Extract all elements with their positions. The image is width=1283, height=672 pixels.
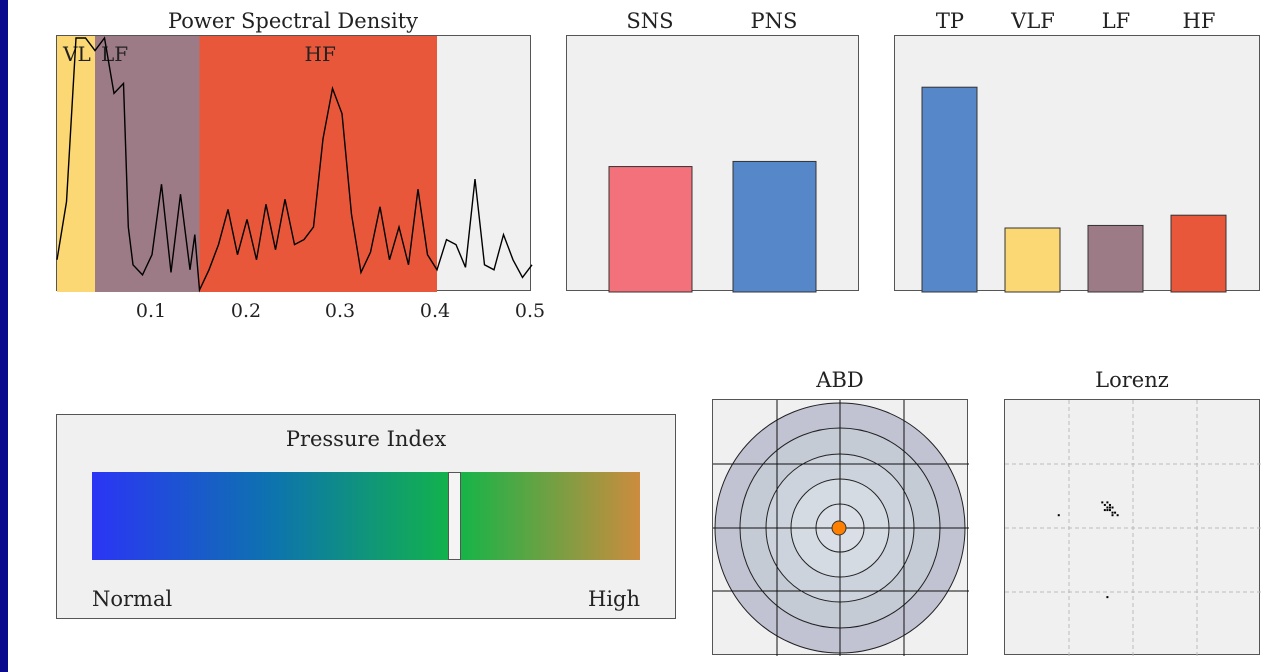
psd-series-line — [56, 36, 533, 293]
band-bars — [921, 86, 1227, 293]
pressure-low-label: Normal — [92, 587, 173, 611]
vlf-label: VLF — [1011, 9, 1055, 33]
lorenz-point — [1106, 506, 1109, 509]
lorenz-point — [1057, 514, 1060, 517]
band-bar-tp — [921, 86, 978, 293]
ans-bar-sns — [608, 166, 693, 293]
pressure-high-label: High — [588, 587, 640, 611]
lorenz-point — [1103, 509, 1106, 512]
ans-bars — [608, 160, 817, 293]
psd-plot: VL LF HF — [56, 36, 533, 293]
abd-title: ABD — [816, 368, 864, 392]
hf-label: HF — [1182, 9, 1216, 33]
lorenz-point — [1103, 503, 1106, 506]
band-power-bar-chart — [894, 35, 1260, 293]
lorenz-title: Lorenz — [1095, 368, 1169, 392]
lorenz-plot — [1005, 400, 1261, 656]
psd-title: Power Spectral Density — [167, 9, 419, 33]
psd-band-hf — [199, 36, 437, 292]
psd-tick-0.3: 0.3 — [324, 300, 356, 322]
psd-tick-0.5: 0.5 — [514, 300, 546, 322]
lorenz-point — [1111, 511, 1114, 514]
lorenz-point — [1111, 506, 1114, 509]
lorenz-point — [1108, 503, 1111, 506]
psd-band-vl — [57, 36, 95, 292]
ans-bar-pns — [732, 160, 817, 293]
lorenz-point — [1108, 509, 1111, 512]
lorenz-point — [1108, 506, 1111, 509]
psd-band-label-hf: HF — [305, 42, 336, 66]
psd-tick-0.2: 0.2 — [230, 300, 262, 322]
pressure-gradient-bar — [92, 472, 640, 560]
abd-marker-dot — [831, 520, 847, 536]
lorenz-point — [1111, 514, 1114, 517]
ans-bar-chart — [566, 35, 859, 293]
lf-label: LF — [1101, 9, 1131, 33]
lorenz-point — [1114, 511, 1117, 514]
pressure-level-marker — [447, 472, 461, 560]
lorenz-point — [1101, 501, 1104, 504]
sns-label: SNS — [626, 9, 674, 33]
pressure-index-title: Pressure Index — [285, 427, 447, 451]
tp-label: TP — [935, 9, 965, 33]
abd-target — [713, 400, 969, 656]
abd-chart — [712, 399, 969, 656]
lorenz-point — [1106, 596, 1109, 599]
band-bar-hf — [1170, 214, 1227, 293]
psd-tick-0.1: 0.1 — [135, 300, 167, 322]
psd-band-label-vl: VL — [62, 42, 91, 66]
window-edge — [0, 0, 8, 672]
lorenz-grid — [1005, 400, 1261, 656]
lorenz-point — [1106, 509, 1109, 512]
lorenz-point — [1106, 501, 1109, 504]
psd-chart: VL LF HF — [56, 35, 533, 293]
psd-band-label-lf: LF — [101, 42, 128, 66]
psd-band-lf — [95, 36, 200, 292]
band-bar-vlf — [1004, 227, 1061, 293]
lorenz-chart — [1004, 399, 1261, 656]
psd-tick-0.4: 0.4 — [419, 300, 451, 322]
pressure-index-panel: Pressure Index Normal High — [56, 414, 676, 619]
band-bar-lf — [1087, 224, 1144, 293]
lorenz-point — [1116, 514, 1119, 517]
pns-label: PNS — [750, 9, 798, 33]
